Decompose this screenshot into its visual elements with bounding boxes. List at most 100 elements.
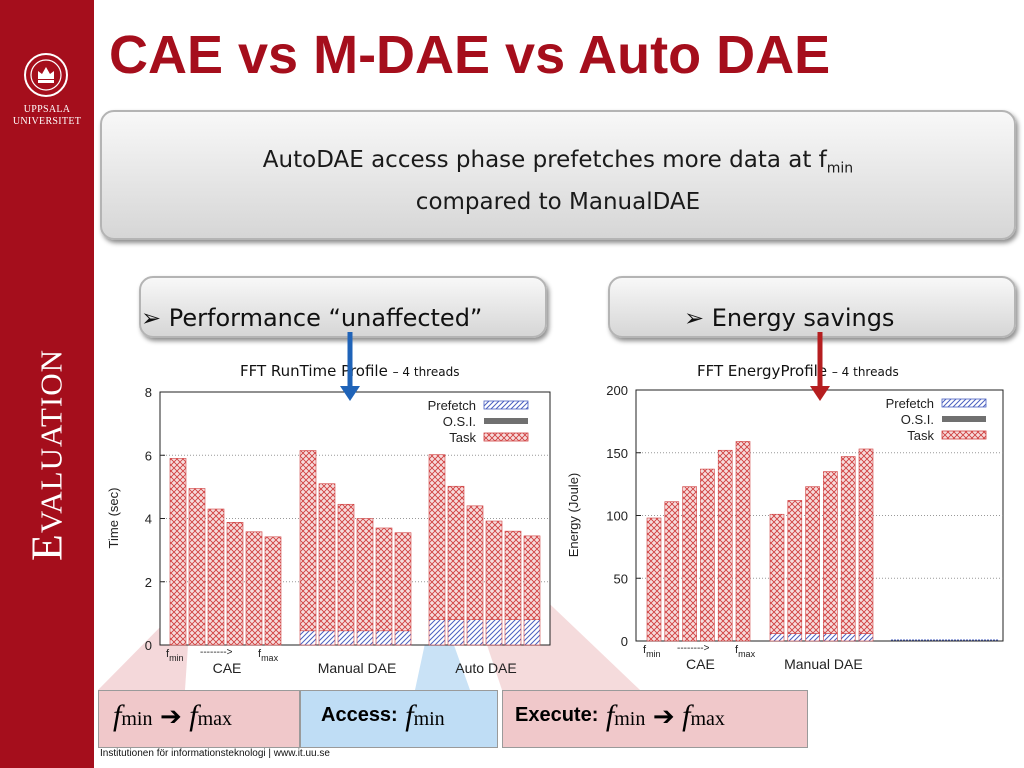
- bar-prefetch: [858, 633, 874, 642]
- bar-task: [318, 483, 336, 632]
- bar-task: [466, 505, 484, 621]
- y-tick-label: 2: [145, 575, 152, 590]
- bar-prefetch: [447, 619, 465, 646]
- legend-label: Task: [449, 430, 476, 445]
- bar-prefetch: [299, 630, 317, 646]
- legend-label: O.S.I.: [443, 414, 476, 429]
- bar-prefetch: [805, 633, 820, 642]
- bar-task: [226, 521, 244, 646]
- bar-task: [169, 458, 187, 646]
- bar-prefetch: [523, 619, 541, 646]
- callout-line2: compared to ManualDAE: [415, 188, 701, 215]
- execute-text: Execute:: [515, 704, 599, 726]
- legend-swatch: [483, 432, 529, 442]
- callout-line1: AutoDAE access phase prefetches more dat…: [262, 147, 827, 173]
- bar-task: [717, 449, 733, 642]
- access-label: Access: fmin: [321, 699, 445, 733]
- energy-bullet: ➢ Energy savings: [684, 304, 894, 332]
- legend-label: Prefetch: [428, 398, 476, 413]
- energy-bullet-text: Energy savings: [711, 304, 895, 332]
- execute-label-box: Execute: fmin ➔ fmax: [502, 690, 808, 748]
- group-label: CAE: [686, 656, 715, 672]
- university-name: UPPSALA UNIVERSITET: [0, 104, 94, 128]
- bar-prefetch: [769, 633, 785, 642]
- bar-task: [858, 448, 874, 634]
- bar-task: [735, 441, 751, 642]
- legend-label: Prefetch: [886, 396, 934, 411]
- y-tick-label: 6: [145, 448, 152, 463]
- fmin-fmax-label-box: fmin ➔ fmax: [98, 690, 300, 748]
- tick-fmax-label: fmax: [258, 648, 279, 663]
- bar-task: [375, 527, 393, 632]
- bar-prefetch: [504, 619, 522, 646]
- y-tick-label: 200: [606, 383, 628, 398]
- y-tick-label: 4: [145, 512, 152, 527]
- group-label: Manual DAE: [318, 660, 397, 676]
- group-label: Manual DAE: [784, 656, 863, 672]
- university-name-line1: UPPSALA: [23, 104, 71, 115]
- group-label: CAE: [213, 660, 242, 676]
- legend-swatch: [484, 418, 528, 424]
- tick-arrow-label: -------->: [200, 647, 233, 658]
- legend-swatch: [483, 400, 529, 410]
- sidebar: UPPSALA UNIVERSITET Evaluation: [0, 0, 94, 768]
- bar-prefetch: [318, 630, 336, 646]
- energy-chart: 0 50 100 150 200 Energy (Joule) CAE Manual DAE f…: [566, 383, 1004, 672]
- bar-task: [447, 485, 465, 620]
- subscript-max: max: [197, 708, 233, 730]
- access-text: Access:: [321, 704, 398, 726]
- bar-task: [805, 486, 820, 634]
- f-symbol: f: [605, 699, 615, 732]
- bar-prefetch: [356, 630, 374, 646]
- y-tick-label: 50: [614, 571, 628, 586]
- tick-arrow-label: -------->: [677, 643, 710, 654]
- bar-task: [823, 471, 838, 634]
- bar-task: [207, 508, 225, 646]
- bar-task: [337, 503, 355, 632]
- subscript-min: min: [614, 708, 646, 730]
- bar-prefetch: [823, 633, 838, 642]
- bar-prefetch: [787, 633, 803, 642]
- bar-task: [504, 530, 522, 621]
- fmin-fmax-label: fmin ➔ fmax: [113, 699, 232, 733]
- y-axis-label: Time (sec): [106, 488, 121, 549]
- f-symbol: f: [189, 699, 198, 732]
- bar-task: [682, 486, 697, 642]
- bar-prefetch: [485, 619, 503, 646]
- y-tick-label: 8: [145, 385, 152, 400]
- y-axis-label: Energy (Joule): [566, 473, 581, 558]
- bar-task: [787, 500, 803, 634]
- y-tick-label: 0: [621, 634, 628, 649]
- bar-prefetch: [394, 630, 412, 646]
- bar-task: [840, 456, 856, 634]
- bar-prefetch: [466, 619, 484, 646]
- subscript-max: max: [690, 708, 725, 730]
- energy-chart-title: FFT EnergyProfile – 4 threads: [697, 362, 899, 380]
- bar-task: [485, 520, 503, 621]
- y-tick-label: 150: [606, 446, 628, 461]
- subscript-min: min: [413, 708, 445, 730]
- performance-box: ➢ Performance “unaffected”: [139, 276, 547, 338]
- footer: Institutionen för informationsteknologi …: [100, 748, 330, 759]
- tick-fmax-label: fmax: [735, 644, 756, 659]
- energy-title-threads: – 4 threads: [831, 365, 899, 379]
- bar-task: [769, 513, 785, 634]
- runtime-title-threads: – 4 threads: [392, 365, 460, 379]
- bullet-marker-icon: ➢: [141, 304, 162, 332]
- bar-task: [646, 517, 662, 642]
- subscript-min: min: [121, 708, 153, 730]
- university-seal-logo: [24, 53, 68, 97]
- slide-title: CAE vs M-DAE vs Auto DAE: [109, 25, 831, 85]
- bar-task: [264, 536, 282, 646]
- access-label-box: Access: fmin: [300, 690, 498, 748]
- energy-title-main: FFT EnergyProfile: [697, 362, 828, 380]
- f-symbol: f: [405, 699, 414, 732]
- y-tick-label: 0: [145, 638, 152, 653]
- performance-bullet: ➢ Performance “unaffected”: [141, 304, 482, 332]
- legend-label: Task: [907, 428, 934, 443]
- bar-prefetch: [375, 630, 393, 646]
- f-symbol: f: [682, 699, 691, 732]
- y-tick-label: 100: [606, 509, 628, 524]
